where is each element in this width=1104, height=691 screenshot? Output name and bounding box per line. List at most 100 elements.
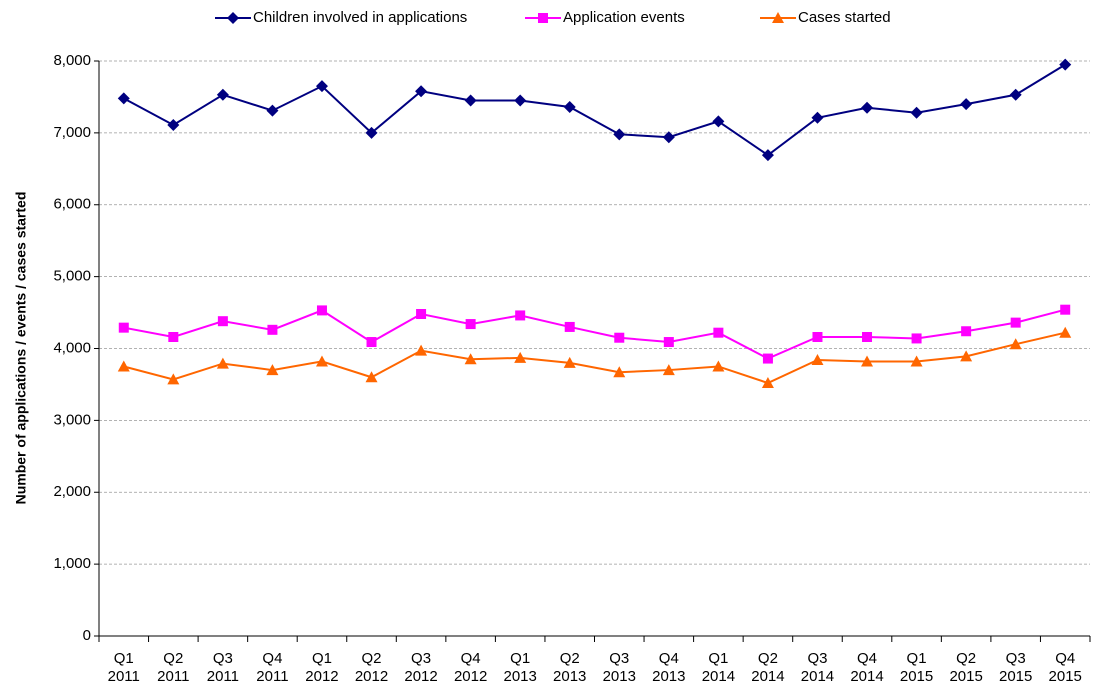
data-point <box>315 355 328 367</box>
data-point <box>117 360 130 372</box>
data-point <box>168 332 179 342</box>
data-point <box>1009 338 1022 350</box>
data-point <box>662 364 675 376</box>
data-point <box>316 305 327 316</box>
data-point <box>563 101 576 113</box>
data-point <box>712 115 725 128</box>
y-axis-label: Number of applications / events / cases … <box>13 192 29 505</box>
data-point <box>1010 317 1021 328</box>
data-point <box>217 316 228 327</box>
legend-marker <box>772 12 784 23</box>
data-point <box>365 126 378 139</box>
data-point <box>861 101 874 114</box>
y-tick-label: 1,000 <box>53 555 91 572</box>
data-point <box>216 357 229 369</box>
x-tick-label: Q2 2014 <box>751 650 785 685</box>
data-point <box>1009 88 1022 101</box>
data-point <box>1059 326 1072 338</box>
data-point <box>811 354 824 365</box>
data-point <box>514 351 527 363</box>
y-tick-label: 0 <box>83 627 91 644</box>
y-tick-label: 4,000 <box>53 339 91 356</box>
x-tick-label: Q2 2013 <box>553 650 587 685</box>
data-point <box>911 333 922 344</box>
x-tick-label: Q2 2015 <box>949 650 983 685</box>
x-tick-label: Q2 2012 <box>354 650 389 685</box>
data-point <box>415 344 428 356</box>
data-point <box>416 309 427 319</box>
data-point <box>464 94 477 107</box>
data-point <box>614 332 625 343</box>
data-point <box>861 355 874 367</box>
x-tick-label: Q1 2012 <box>305 650 339 685</box>
data-point <box>712 360 725 372</box>
data-point <box>118 322 129 333</box>
legend-label: Cases started <box>798 9 891 26</box>
x-tick-label: Q4 2014 <box>850 650 884 685</box>
legend-label: Application events <box>563 9 685 26</box>
y-tick-label: 3,000 <box>53 411 91 428</box>
y-tick-label: 2,000 <box>53 483 91 500</box>
x-tick-label: Q3 2011 <box>206 650 239 685</box>
y-tick-label: 7,000 <box>53 124 91 141</box>
data-point <box>563 356 576 368</box>
data-point <box>515 310 526 321</box>
data-point <box>811 111 824 124</box>
data-point <box>266 104 279 117</box>
data-point <box>514 94 527 107</box>
x-tick-label: Q4 2015 <box>1048 650 1082 685</box>
data-point <box>662 131 675 144</box>
data-point <box>762 353 773 364</box>
legend-marker <box>538 13 548 23</box>
data-point <box>365 371 378 383</box>
data-point <box>613 128 626 141</box>
data-point <box>910 355 923 367</box>
y-tick-label: 5,000 <box>53 268 91 285</box>
data-point <box>761 149 774 162</box>
x-tick-label: Q2 2011 <box>157 650 190 685</box>
x-tick-label: Q4 2013 <box>652 650 686 685</box>
data-point <box>315 80 328 93</box>
series-line <box>123 308 1066 360</box>
y-tick-label: 8,000 <box>53 52 91 69</box>
data-point <box>167 373 180 385</box>
x-tick-label: Q3 2014 <box>800 650 835 685</box>
series-line <box>123 331 1066 385</box>
data-point <box>465 319 476 330</box>
data-point <box>415 85 428 98</box>
x-tick-label: Q3 2015 <box>998 650 1033 685</box>
data-point <box>267 324 278 335</box>
y-tick-label: 6,000 <box>53 196 91 213</box>
x-tick-label: Q4 2012 <box>453 650 488 685</box>
x-tick-label: Q3 2012 <box>404 650 438 685</box>
data-point <box>1060 304 1071 315</box>
data-point <box>464 353 477 365</box>
x-tick-label: Q1 2013 <box>503 650 537 685</box>
data-point <box>960 98 973 111</box>
data-point <box>366 337 377 348</box>
data-point <box>167 118 180 131</box>
data-point <box>266 364 279 376</box>
legend-label: Children involved in applications <box>253 9 467 26</box>
data-point <box>1059 58 1072 71</box>
x-tick-label: Q4 2011 <box>256 650 289 685</box>
x-tick-label: Q1 2015 <box>899 650 934 685</box>
legend-marker <box>227 12 239 24</box>
data-point <box>812 332 823 342</box>
data-point <box>713 327 724 338</box>
series-line <box>123 63 1066 157</box>
x-tick-label: Q3 2013 <box>602 650 636 685</box>
data-point <box>961 326 972 337</box>
data-point <box>613 366 626 378</box>
data-point <box>862 332 873 342</box>
x-tick-label: Q1 2014 <box>701 650 736 685</box>
data-point <box>564 321 575 332</box>
data-point <box>960 350 973 362</box>
data-point <box>663 337 674 348</box>
data-point <box>761 377 774 388</box>
x-tick-label: Q1 2011 <box>107 650 140 685</box>
data-point <box>216 88 229 101</box>
data-point <box>910 106 923 119</box>
